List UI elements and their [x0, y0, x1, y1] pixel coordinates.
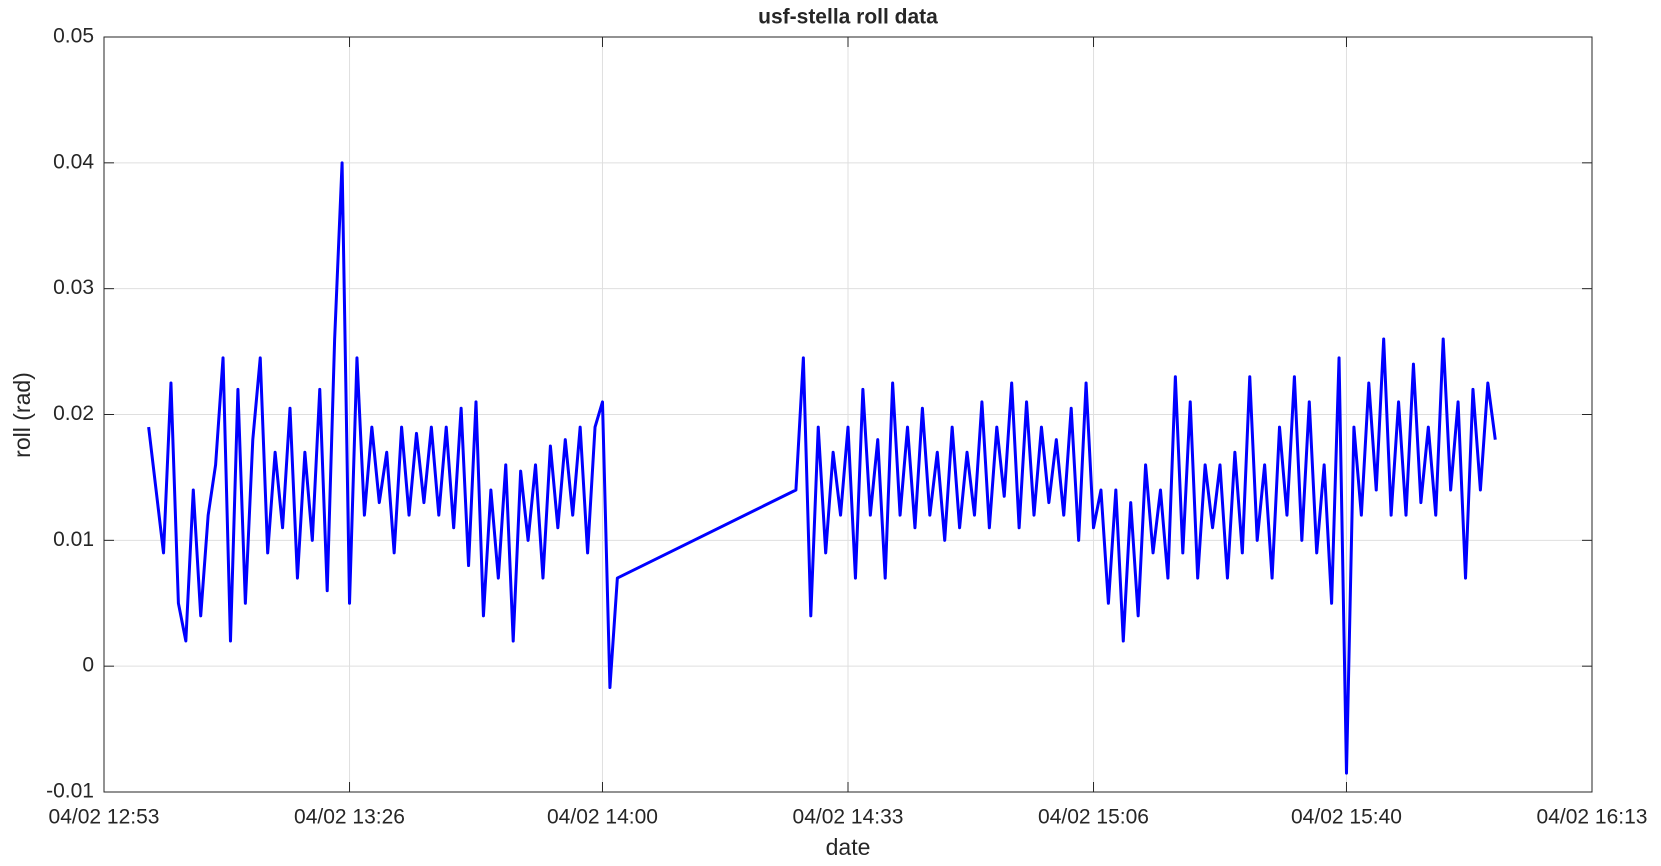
y-tick-label: 0.05	[53, 25, 94, 48]
y-tick-label: 0.04	[53, 150, 94, 173]
x-tick-label: 04/02 15:40	[1291, 806, 1402, 829]
y-tick-label: -0.01	[46, 780, 94, 803]
y-axis-label: roll (rad)	[9, 372, 35, 458]
x-tick-label: 04/02 14:33	[793, 806, 904, 829]
y-tick-label: 0.03	[53, 276, 94, 299]
y-tick-label: 0	[82, 654, 94, 677]
y-tick-label: 0.01	[53, 528, 94, 551]
plot-frame	[103, 36, 1593, 793]
x-tick-label: 04/02 13:26	[294, 806, 405, 829]
x-tick-label: 04/02 16:13	[1537, 806, 1648, 829]
x-tick-label: 04/02 15:06	[1038, 806, 1149, 829]
x-tick-label: 04/02 12:53	[49, 806, 160, 829]
y-tick-label: 0.02	[53, 402, 94, 425]
x-tick-label: 04/02 14:00	[547, 806, 658, 829]
data-line	[147, 161, 1497, 775]
x-axis-label: date	[826, 834, 871, 860]
chart-title: usf-stella roll data	[758, 6, 938, 29]
